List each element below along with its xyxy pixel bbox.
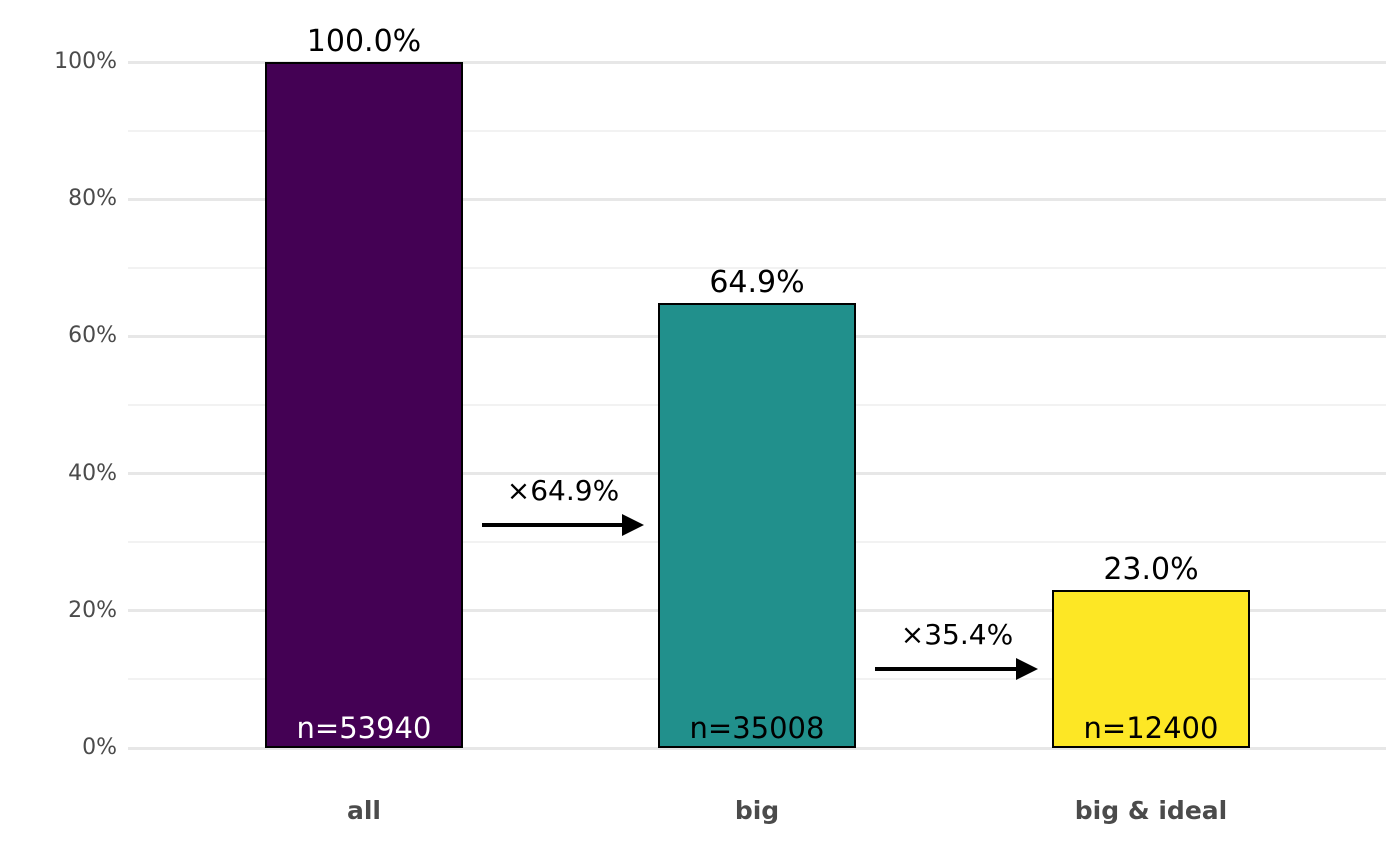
- x-axis-category-label: big: [734, 796, 780, 825]
- funnel-bar-big-ideal: [1052, 590, 1250, 748]
- bar-count-label: n=53940: [296, 711, 432, 745]
- arrow-head-icon: [622, 514, 644, 536]
- major-gridline: [128, 198, 1386, 201]
- y-tick-label: 0%: [82, 735, 117, 760]
- bar-percent-label: 64.9%: [709, 265, 805, 300]
- transition-arrow-line: [482, 523, 624, 527]
- major-gridline: [128, 747, 1386, 750]
- y-tick-label: 80%: [68, 186, 117, 211]
- y-tick-label: 40%: [68, 461, 117, 486]
- transition-arrow-line: [875, 667, 1018, 671]
- bar-percent-label: 100.0%: [306, 24, 422, 59]
- bar-count-label: n=35008: [689, 711, 825, 745]
- bar-percent-label: 23.0%: [1103, 552, 1199, 587]
- transition-multiplier-label: ×64.9%: [506, 474, 620, 507]
- y-tick-label: 60%: [68, 323, 117, 348]
- bar-count-label: n=12400: [1083, 711, 1219, 745]
- x-axis-category-label: all: [346, 796, 381, 825]
- y-tick-label: 20%: [68, 598, 117, 623]
- minor-gridline: [128, 130, 1386, 132]
- funnel-bar-all: [265, 62, 463, 748]
- y-tick-label: 100%: [54, 49, 117, 74]
- major-gridline: [128, 61, 1386, 64]
- funnel-bar-big: [658, 303, 856, 748]
- transition-multiplier-label: ×35.4%: [900, 618, 1014, 651]
- arrow-head-icon: [1016, 658, 1038, 680]
- x-axis-category-label: big & ideal: [1074, 796, 1228, 825]
- minor-gridline: [128, 267, 1386, 269]
